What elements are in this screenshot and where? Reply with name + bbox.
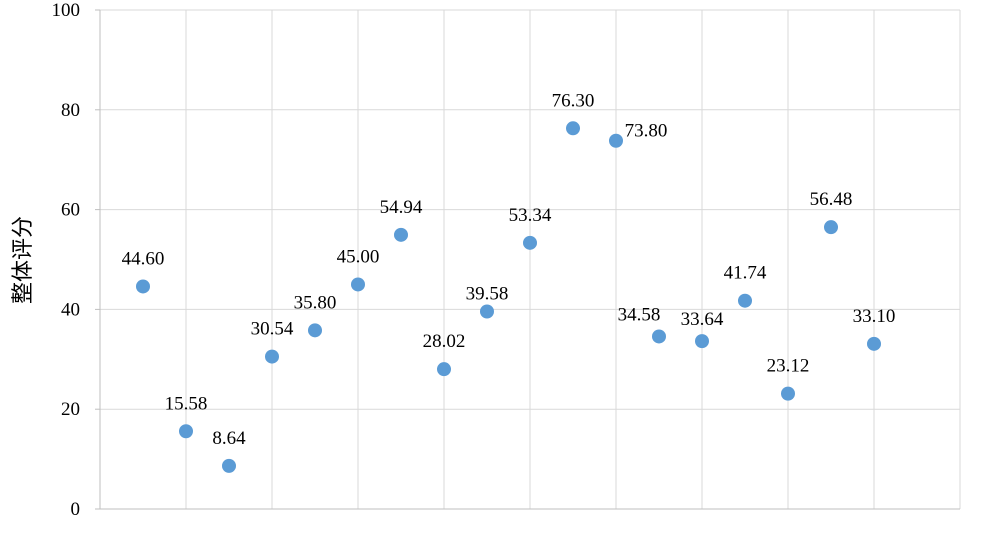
data-point	[351, 277, 365, 292]
data-label: 54.94	[380, 197, 423, 218]
y-tick-label: 100	[52, 0, 81, 21]
data-label: 28.02	[423, 331, 466, 352]
data-label: 35.80	[294, 292, 337, 313]
data-label: 56.48	[810, 189, 853, 210]
data-point	[265, 349, 279, 364]
data-point	[222, 458, 236, 473]
y-tick-label: 0	[71, 499, 81, 520]
y-tick-label: 80	[61, 100, 80, 121]
data-point	[652, 329, 666, 344]
data-label: 76.30	[552, 90, 595, 111]
data-label: 33.64	[681, 309, 724, 330]
y-tick-labels: 0 20 40 60 80 100	[52, 0, 81, 520]
data-point	[308, 323, 322, 338]
gridlines	[100, 9, 961, 509]
axes	[95, 9, 960, 510]
data-point	[394, 227, 408, 242]
data-label: 73.80	[625, 121, 668, 142]
data-point	[824, 220, 838, 235]
y-axis-title: 整体评分	[11, 216, 36, 304]
data-label: 33.10	[853, 306, 896, 327]
data-label: 41.74	[724, 263, 767, 284]
data-label: 34.58	[618, 304, 661, 325]
y-tick-label: 60	[61, 200, 80, 221]
data-label: 53.34	[509, 205, 552, 226]
data-label: 23.12	[767, 356, 810, 377]
data-label: 15.58	[165, 393, 208, 414]
y-tick-label: 20	[61, 399, 80, 420]
data-label: 45.00	[337, 246, 380, 267]
data-label: 44.60	[122, 248, 165, 269]
data-point	[695, 334, 709, 349]
y-tick-label: 40	[61, 299, 80, 320]
data-point	[437, 362, 451, 377]
data-point	[738, 293, 752, 308]
data-point	[566, 121, 580, 136]
data-point	[523, 235, 537, 250]
data-point	[867, 336, 881, 351]
data-point	[609, 133, 623, 148]
data-label: 30.54	[251, 319, 294, 340]
data-point	[480, 304, 494, 319]
data-point	[136, 279, 150, 294]
data-label: 39.58	[466, 283, 509, 304]
data-point	[781, 386, 795, 401]
data-point	[179, 424, 193, 439]
data-points	[136, 121, 881, 473]
data-label: 8.64	[212, 428, 246, 449]
